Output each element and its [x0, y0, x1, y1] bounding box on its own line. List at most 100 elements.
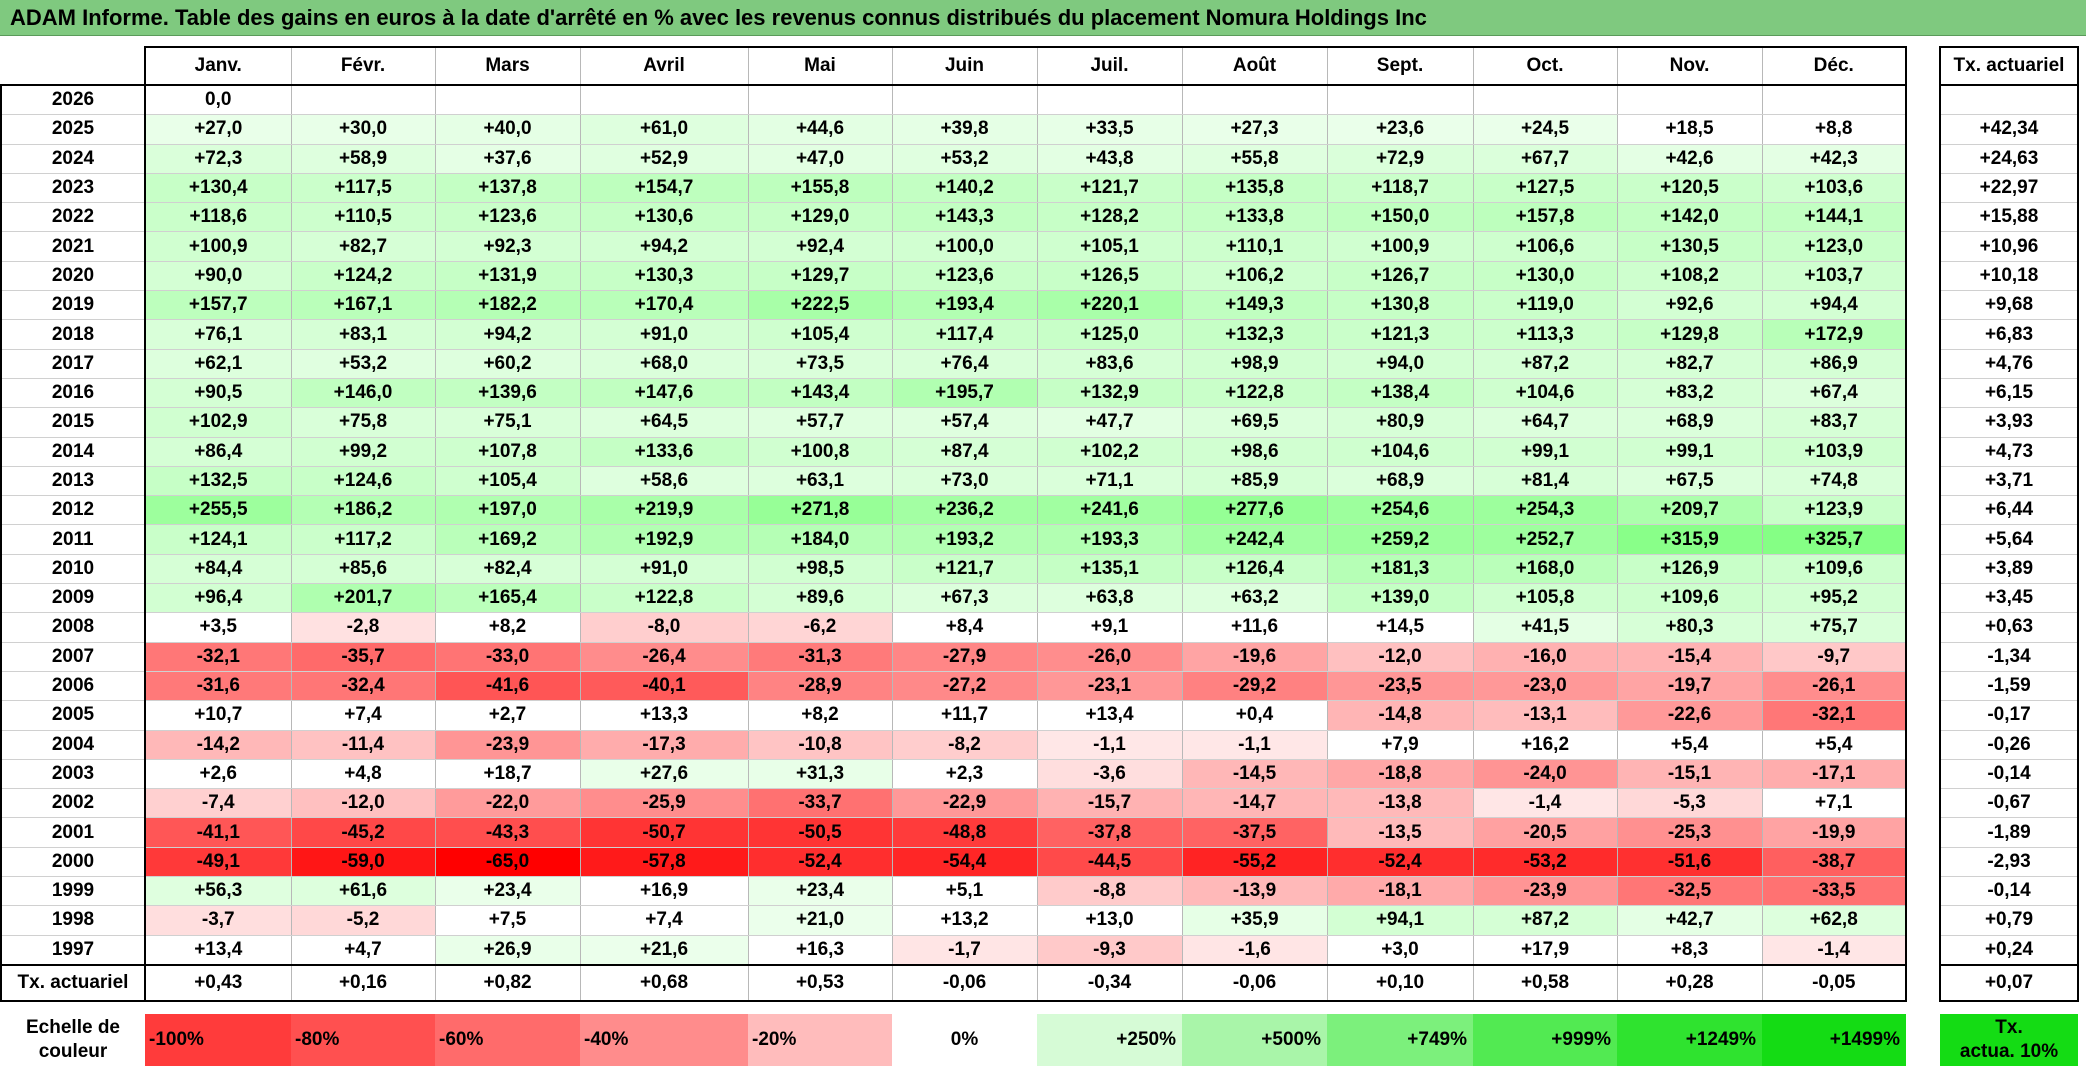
gain-cell: -43,3: [434, 817, 581, 848]
gain-cell: +5,1: [891, 876, 1038, 907]
gain-cell: +181,3: [1326, 554, 1474, 585]
gain-cell: -29,2: [1181, 671, 1328, 702]
gain-cell: +122,8: [1181, 378, 1328, 409]
gain-cell: +44,6: [747, 114, 893, 145]
gain-cell: +55,8: [1181, 144, 1328, 174]
gain-cell: +105,4: [747, 319, 893, 350]
table-row: 2018 +76,1 +83,1 +94,2 +91,0 +105,4 +117,4 +125…: [0, 319, 2079, 350]
actuarial-cell: +4,73: [1939, 437, 2079, 467]
gain-cell: -33,5: [1761, 876, 1907, 907]
summary-cell: +0,43: [144, 963, 292, 1002]
gain-cell: +94,2: [579, 231, 749, 262]
summary-total: +0,07: [1939, 963, 2079, 1002]
gain-cell: +11,6: [1181, 612, 1328, 643]
gain-cell: +71,1: [1036, 466, 1183, 497]
gain-cell: [579, 85, 749, 116]
gain-cell: +87,2: [1472, 349, 1618, 379]
gain-cell: +99,1: [1472, 437, 1618, 467]
gain-cell: +99,1: [1616, 437, 1763, 467]
actuarial-cell: +3,93: [1939, 407, 2079, 438]
gain-cell: +100,8: [747, 437, 893, 467]
summary-cell: +0,82: [434, 963, 581, 1002]
color-scale-swatch: +1249%: [1617, 1013, 1762, 1066]
year-cell: 2015: [0, 407, 146, 438]
gain-cell: +100,9: [1326, 231, 1474, 262]
gain-cell: +13,2: [891, 905, 1038, 936]
gain-cell: +119,0: [1472, 290, 1618, 321]
gain-cell: -1,4: [1761, 935, 1907, 966]
year-cell: 2003: [0, 759, 146, 790]
gain-cell: -27,2: [891, 671, 1038, 702]
gain-cell: +209,7: [1616, 495, 1763, 526]
gain-cell: +193,4: [891, 290, 1038, 321]
gain-cell: +100,0: [891, 231, 1038, 262]
column-gap: [1906, 437, 1940, 467]
gain-cell: +76,1: [144, 319, 292, 350]
summary-cell: +0,10: [1326, 963, 1474, 1002]
table-row: 2003 +2,6 +4,8 +18,7 +27,6 +31,3 +2,3 -3,6 -14,5…: [0, 759, 2079, 790]
color-scale-label-line2: couleur: [38, 1040, 108, 1062]
color-scale-swatch: +999%: [1473, 1013, 1617, 1066]
actuarial-cell: +4,76: [1939, 349, 2079, 379]
gain-cell: [1326, 85, 1474, 116]
gain-cell: -52,4: [747, 847, 893, 878]
gain-cell: +92,6: [1616, 290, 1763, 321]
gain-cell: +195,7: [891, 378, 1038, 409]
table-row: 2025 +27,0 +30,0 +40,0 +61,0 +44,6 +39,8 +33,5 +…: [0, 114, 2079, 145]
summary-cell: +0,58: [1472, 963, 1618, 1002]
column-gap: [1906, 612, 1940, 643]
gain-cell: +2,7: [434, 700, 581, 731]
gain-cell: +18,7: [434, 759, 581, 790]
gain-cell: +60,2: [434, 349, 581, 379]
gain-cell: -1,1: [1036, 730, 1183, 760]
gain-cell: [434, 85, 581, 116]
gain-cell: +140,2: [891, 173, 1038, 204]
gain-cell: -32,5: [1616, 876, 1763, 907]
gain-cell: +197,0: [434, 495, 581, 526]
gain-cell: +8,4: [891, 612, 1038, 643]
gain-cell: -44,5: [1036, 847, 1183, 878]
gain-cell: +41,5: [1472, 612, 1618, 643]
column-gap: [1906, 935, 1940, 965]
gain-cell: -5,2: [290, 905, 436, 936]
summary-cell: +0,68: [579, 963, 749, 1002]
gain-cell: +43,8: [1036, 144, 1183, 174]
gain-cell: +144,1: [1761, 202, 1907, 233]
gain-cell: +2,3: [891, 759, 1038, 790]
column-gap: [1906, 876, 1940, 906]
gain-cell: +99,2: [290, 437, 436, 467]
actuarial-cell: +6,15: [1939, 378, 2079, 409]
gain-cell: +53,2: [891, 144, 1038, 174]
gain-cell: +90,0: [144, 261, 292, 292]
gain-cell: -33,7: [747, 788, 893, 819]
color-scale-label-line1: Echelle de: [26, 1016, 120, 1038]
column-gap: [1906, 407, 1940, 438]
gain-cell: -57,8: [579, 847, 749, 878]
color-scale-swatch: -80%: [291, 1013, 435, 1066]
gain-cell: +167,1: [290, 290, 436, 321]
gain-cell: +90,5: [144, 378, 292, 409]
column-gap: [1906, 290, 1940, 320]
gain-cell: +94,0: [1326, 349, 1474, 379]
table-row: 2007 -32,1 -35,7 -33,0 -26,4 -31,3 -27,9 -26,0-…: [0, 642, 2079, 672]
gain-cell: -22,0: [434, 788, 581, 819]
summary-cell: -0,06: [1181, 963, 1328, 1002]
gain-cell: -5,3: [1616, 788, 1763, 819]
gain-cell: +139,0: [1326, 583, 1474, 614]
gain-cell: +4,7: [290, 935, 436, 966]
gain-cell: +42,3: [1761, 144, 1907, 174]
color-scale-label: Echelle de couleur: [1, 1014, 145, 1066]
gain-cell: +219,9: [579, 495, 749, 526]
gain-cell: +81,4: [1472, 466, 1618, 497]
column-gap: [1906, 700, 1940, 731]
gain-cell: +63,1: [747, 466, 893, 497]
gain-cell: +75,7: [1761, 612, 1907, 643]
gain-cell: +193,3: [1036, 524, 1183, 555]
table-row: 2005 +10,7 +7,4 +2,7 +13,3 +8,2 +11,7 +13,4 +0,4…: [0, 700, 2079, 731]
header-row: Janv. Févr. Mars Avril Mai Juin Juil. Août Sept.…: [1, 46, 2079, 86]
month-header: Févr.: [290, 46, 436, 86]
gain-cell: +74,8: [1761, 466, 1907, 497]
gain-cell: +62,1: [144, 349, 292, 379]
table-row: 1997 +13,4 +4,7 +26,9 +21,6 +16,3 -1,7 -9,3 -1,6…: [0, 935, 2079, 966]
gain-cell: +110,1: [1181, 231, 1328, 262]
